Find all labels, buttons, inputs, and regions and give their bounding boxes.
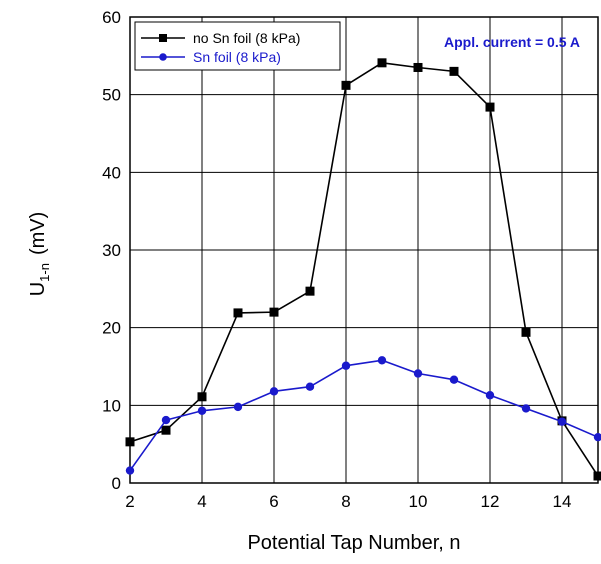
current-annotation: Appl. current = 0.5 A xyxy=(444,34,580,50)
plot-frame xyxy=(129,16,599,484)
y-tick-label: 10 xyxy=(102,396,121,415)
data-point xyxy=(593,471,601,481)
data-point xyxy=(557,417,567,426)
data-point xyxy=(197,406,207,415)
legend-item: Sn foil (8 kPa) xyxy=(141,49,281,65)
series-line xyxy=(129,62,599,477)
data-point xyxy=(125,466,135,475)
data-point xyxy=(341,361,351,370)
x-tick-label: 14 xyxy=(553,492,572,511)
data-point xyxy=(233,308,243,318)
data-point xyxy=(593,432,601,442)
legend-box xyxy=(134,21,341,71)
data-point xyxy=(449,375,459,384)
y-tick-label: 40 xyxy=(102,163,121,182)
y-tick-label: 30 xyxy=(102,241,121,260)
legend-marker xyxy=(159,53,167,61)
x-tick-label: 2 xyxy=(125,492,134,511)
y-axis-title-unit: (mV) xyxy=(27,212,49,255)
series xyxy=(125,58,601,481)
x-tick-label: 4 xyxy=(197,492,206,511)
x-tick-label: 6 xyxy=(269,492,278,511)
data-point xyxy=(341,80,351,90)
tick-labels: 2 4 6 8 10 12 14 0 10 20 30 40 50 60 xyxy=(102,8,571,511)
y-axis-title: U1-n (mV) xyxy=(27,212,52,297)
y-tick-label: 60 xyxy=(102,8,121,27)
data-point xyxy=(269,307,279,317)
grid xyxy=(130,17,598,483)
data-point xyxy=(449,66,459,76)
data-point xyxy=(521,404,531,413)
x-axis-title: Potential Tap Number, n xyxy=(247,532,460,554)
legend-item: no Sn foil (8 kPa) xyxy=(141,30,300,46)
data-point xyxy=(485,102,495,112)
data-point xyxy=(485,391,495,400)
legend: no Sn foil (8 kPa) Sn foil (8 kPa) xyxy=(134,21,341,71)
y-tick-label: 0 xyxy=(112,474,121,493)
data-point xyxy=(161,415,171,425)
data-point xyxy=(269,387,279,396)
legend-label: no Sn foil (8 kPa) xyxy=(193,30,300,46)
legend-marker xyxy=(159,34,167,42)
data-point xyxy=(305,286,315,296)
x-tick-label: 10 xyxy=(409,492,428,511)
data-point xyxy=(413,62,423,72)
x-tick-label: 12 xyxy=(481,492,500,511)
data-point xyxy=(233,402,243,412)
y-tick-label: 20 xyxy=(102,319,121,338)
y-axis-title-main: U xyxy=(27,282,49,296)
data-point xyxy=(161,425,171,435)
series-line xyxy=(129,359,599,472)
data-point xyxy=(125,437,135,447)
data-point xyxy=(521,327,531,337)
legend-label: Sn foil (8 kPa) xyxy=(193,49,281,65)
series-2 xyxy=(125,356,601,475)
data-point xyxy=(197,392,207,402)
x-tick-label: 8 xyxy=(341,492,350,511)
data-point xyxy=(305,382,315,391)
y-tick-label: 50 xyxy=(102,86,121,105)
data-point xyxy=(377,58,387,68)
data-point xyxy=(377,356,387,365)
data-point xyxy=(413,369,423,378)
y-axis-title-subscript: 1-n xyxy=(37,263,52,282)
series-1 xyxy=(125,58,601,481)
